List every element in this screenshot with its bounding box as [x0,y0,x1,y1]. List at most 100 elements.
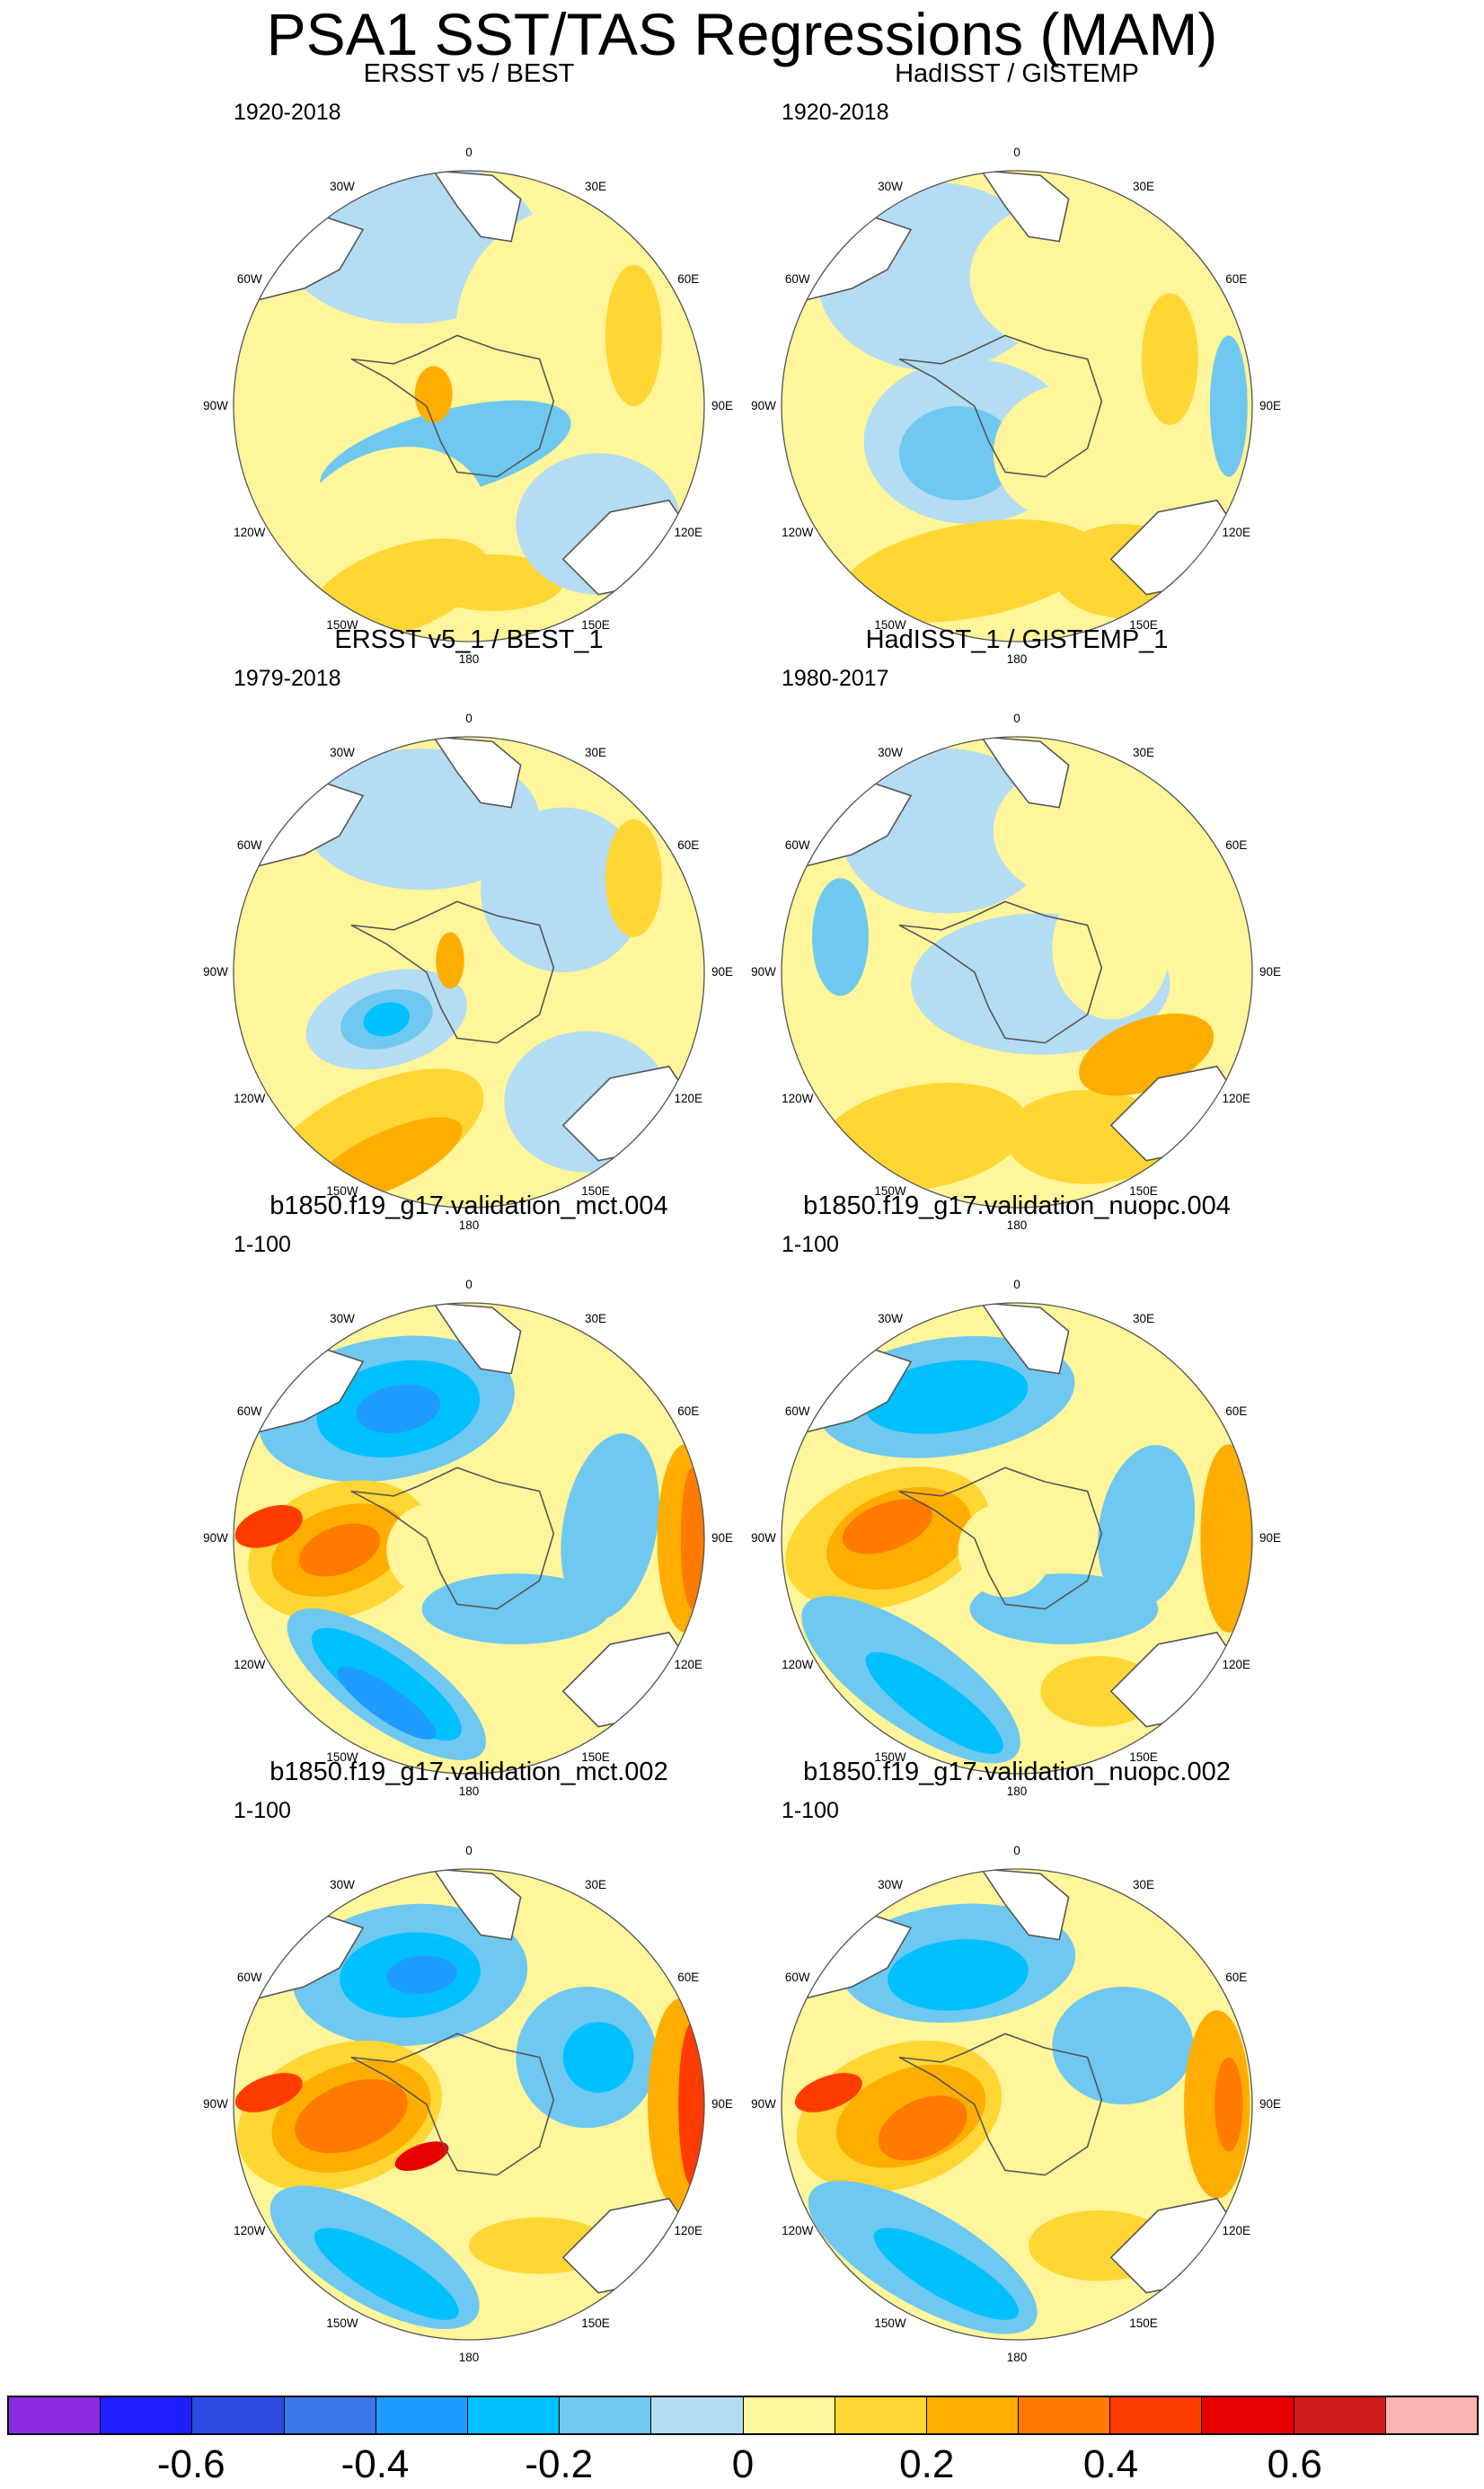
contour-region [234,2073,303,2113]
longitude-label: 90E [711,1531,734,1545]
antarctica-coastline [350,334,555,478]
panel-period: 1-100 [234,1798,291,1823]
contour-field [234,171,704,642]
map-boundary [781,1302,1253,1775]
continent-landmass [432,737,522,809]
colorbar-tick-label: -0.6 [156,2442,225,2486]
longitude-label: 120E [1222,1092,1250,1105]
map-boundary [781,170,1253,642]
longitude-label: 30E [1132,745,1155,759]
map-boundary [233,170,705,642]
contour-field [782,171,1252,642]
longitude-label: 150W [326,2316,358,2331]
longitude-label: 90W [203,965,228,979]
map-boundary [781,1868,1253,2341]
longitude-label: 60W [784,1404,810,1418]
contour-region [561,1433,659,1620]
contour-region [356,1384,441,1433]
longitude-label: 150W [874,1184,906,1199]
longitude-label: 120W [782,2224,814,2237]
antarctica-coastline [898,2033,1103,2176]
longitude-label: 180 [458,652,480,666]
contour-region [298,1523,381,1577]
longitude-label: 60E [677,272,700,286]
longitude-label: 120W [782,1092,814,1105]
longitude-label: 120E [674,526,702,539]
panel-title: HadISST / GISTEMP [895,59,1139,88]
colorbar-tick-label: -0.4 [340,2442,410,2486]
longitude-label: 90W [751,1531,776,1545]
longitude-label: 60E [1225,1404,1248,1418]
panel-period: 1980-2017 [782,666,889,691]
polar-map [233,1868,705,2341]
longitude-label: 0 [1013,712,1020,725]
longitude-label: 30E [1132,1877,1155,1891]
contour-region [842,1499,932,1555]
antarctica-coastline [350,900,555,1044]
colorbar-bin [284,2397,376,2433]
contour-region [794,2073,862,2113]
longitude-label: 60E [677,1971,700,1984]
longitude-label: 30E [584,1877,607,1891]
map-boundary [233,1302,705,1775]
colorbar-bin [835,2397,927,2433]
polar-map [233,170,705,642]
longitude-label: 150E [581,618,610,633]
contour-region [678,2022,704,2187]
longitude-label: 90E [711,2097,734,2111]
map-boundary [233,1868,705,2341]
longitude-label: 120W [782,1658,814,1671]
colorbar-bin [1385,2397,1477,2433]
longitude-label: 180 [1006,652,1028,666]
longitude-label: 150E [1129,1750,1158,1765]
longitude-label: 60W [236,1404,262,1418]
panel-period: 1-100 [234,1232,291,1257]
longitude-label: 150W [874,2316,906,2331]
colorbar-bin [101,2397,193,2433]
panel-period: 1-100 [782,1232,839,1257]
contour-region [842,519,1098,623]
longitude-label: 180 [458,1218,480,1232]
longitude-label: 30W [878,179,903,193]
continent-landmass [980,171,1070,243]
longitude-label: 60W [784,838,810,852]
continent-landmass [432,171,522,243]
panel-title: HadISST_1 / GISTEMP_1 [865,625,1169,654]
colorbar-bin [375,2397,468,2433]
colorbar-bin [1110,2397,1203,2433]
longitude-label: 30W [330,1311,355,1325]
longitude-label: 90W [203,2097,228,2111]
longitude-label: 120E [674,2224,702,2237]
contour-region [680,1467,704,1609]
polar-map [233,1302,705,1775]
contour-field [234,1303,704,1774]
longitude-label: 180 [1006,1218,1028,1232]
longitude-label: 60E [1225,838,1248,852]
antarctica-coastline [898,1466,1103,1610]
contour-field [782,1303,1252,1774]
longitude-label: 60E [677,1404,700,1418]
panel-title: b1850.f19_g17.validation_nuopc.004 [803,1191,1231,1220]
longitude-label: 150W [874,618,906,633]
contour-region [873,2228,1019,2320]
longitude-label: 150W [326,1184,358,1199]
colorbar-bin [1202,2397,1294,2433]
polar-map [781,1302,1253,1775]
continent-landmass [980,1869,1070,1941]
longitude-label: 30E [1132,1311,1155,1325]
longitude-label: 30E [584,745,607,759]
contour-region [1200,1444,1252,1633]
contour-field [234,1869,704,2340]
longitude-label: 120E [674,1658,702,1671]
colorbar-bin [9,2397,102,2433]
contour-region [1052,878,1170,1020]
longitude-label: 120W [234,526,266,539]
longitude-label: 30W [878,1877,903,1891]
longitude-label: 60E [1225,272,1248,286]
longitude-label: 90W [751,965,776,979]
contour-region [314,2228,459,2320]
colorbar-bin [1019,2397,1111,2433]
contour-region [812,878,869,996]
contour-region [864,1360,1029,1434]
contour-region [1098,1445,1196,1608]
